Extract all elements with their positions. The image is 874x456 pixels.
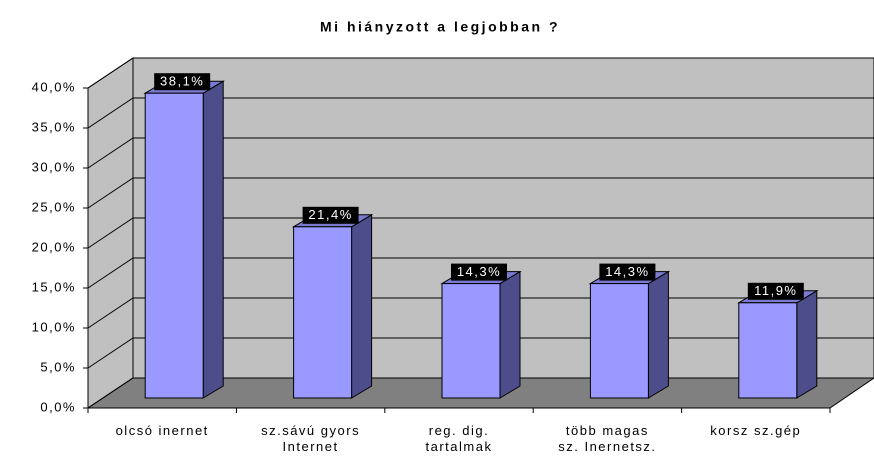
bar-side xyxy=(202,80,224,399)
bar-front xyxy=(144,92,204,399)
value-label-box xyxy=(451,263,507,281)
y-tick-label: 25,0% xyxy=(32,199,76,214)
bar xyxy=(440,270,522,399)
bar-front xyxy=(589,283,649,399)
x-tick-label: sz.sávú gyors Internet xyxy=(261,423,360,454)
x-tick-label: olcsó inernet xyxy=(116,423,209,438)
value-label: 21,4% xyxy=(308,207,352,222)
value-label-box xyxy=(747,282,804,300)
bar-side xyxy=(499,270,521,399)
value-label: 14,3% xyxy=(605,264,649,279)
value-label-box xyxy=(599,263,656,281)
bar-front xyxy=(441,283,501,399)
y-tick-label: 35,0% xyxy=(32,119,76,134)
grid-line xyxy=(87,57,874,89)
bar-side xyxy=(647,270,669,399)
chart-title: Mi hiányzott a legjobban ? xyxy=(320,19,560,35)
y-tick-label: 30,0% xyxy=(32,159,76,174)
grid-line xyxy=(87,217,874,249)
y-tick-label: 5,0% xyxy=(40,359,76,374)
label-line: Internet xyxy=(283,439,339,454)
value-label: 11,9% xyxy=(754,283,797,298)
bar-side xyxy=(796,289,818,399)
label-line: korsz sz.gép xyxy=(710,423,801,438)
value-label-box xyxy=(302,206,359,224)
bar-side xyxy=(351,213,373,399)
label-line: sz. Inernetsz. xyxy=(558,439,656,454)
bar xyxy=(588,270,671,399)
label-line: reg. dig. xyxy=(429,423,489,438)
y-tick-label: 10,0% xyxy=(32,319,76,334)
bar-front xyxy=(738,302,798,399)
y-tick-label: 0,0% xyxy=(40,399,76,414)
y-tick-label: 15,0% xyxy=(32,279,76,294)
grid-line xyxy=(87,97,874,129)
bar xyxy=(736,289,819,399)
label-line: olcsó inernet xyxy=(116,423,209,438)
bar xyxy=(143,80,226,399)
value-label: 14,3% xyxy=(457,264,501,279)
bar-front xyxy=(293,226,353,399)
x-tick-label: több magas sz. Inernetsz. xyxy=(558,423,656,454)
grid-line xyxy=(87,177,874,209)
label-line: tartalmak xyxy=(426,439,493,454)
x-tick-label: reg. dig. tartalmak xyxy=(426,423,493,454)
grid-line xyxy=(87,137,874,169)
value-label-box xyxy=(154,73,211,91)
value-label: 38,1% xyxy=(160,74,204,89)
label-line: sz.sávú gyors xyxy=(261,423,360,438)
grid-line xyxy=(87,257,874,289)
label-line: több magas xyxy=(566,423,649,438)
x-tick-label: korsz sz.gép xyxy=(710,423,801,438)
bar xyxy=(291,213,374,399)
y-tick-label: 20,0% xyxy=(32,239,76,254)
y-tick-label: 40,0% xyxy=(32,79,76,94)
